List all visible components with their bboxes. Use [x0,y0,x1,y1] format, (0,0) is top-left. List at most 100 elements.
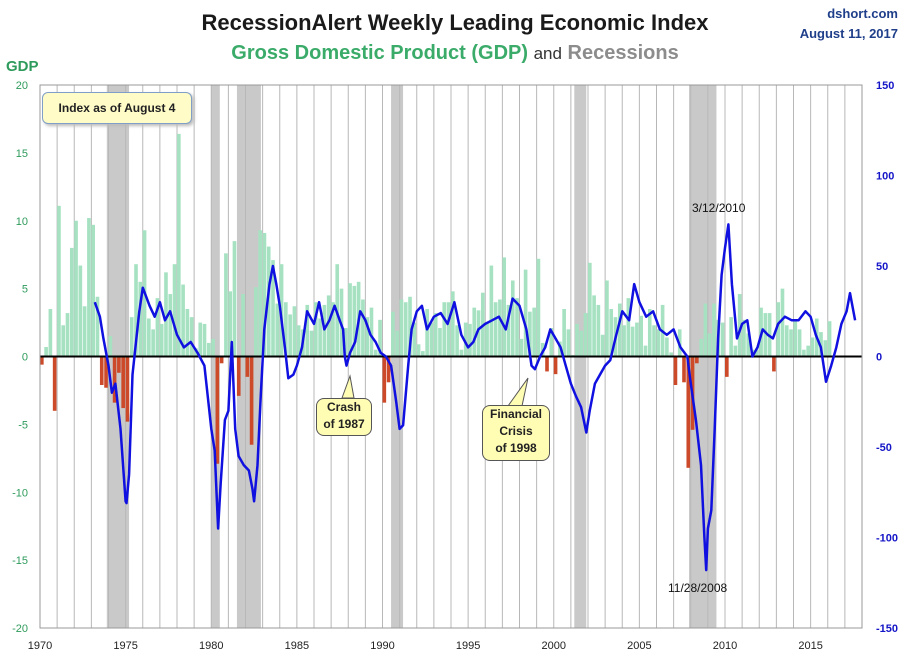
gdp-bar [433,313,438,357]
gdp-bar [583,313,588,357]
gdp-bar [609,308,614,357]
gdp-bar [652,325,656,357]
gdp-bar [575,323,579,357]
gdp-bar [112,356,117,403]
gdp-bar [52,356,57,411]
gdp-bar [369,307,374,357]
left-tick-label: -20 [12,623,28,635]
gdp-bar [309,330,314,357]
gdp-bar [249,356,254,445]
gdp-bar [725,356,729,377]
gdp-bar [416,344,421,357]
left-tick-label: 15 [16,148,28,160]
gdp-bar [630,326,635,357]
gdp-bar [382,356,387,403]
gdp-bar [121,356,125,409]
gdp-bar [622,325,626,357]
gdp-bar [82,306,87,357]
x-tick-label: 1980 [199,640,223,652]
peak-label: 3/12/2010 [692,201,746,215]
gdp-bar [61,325,66,357]
gdp-bar [57,205,61,357]
gdp-bar [746,333,751,357]
left-tick-label: 0 [22,352,28,364]
x-tick-label: 2000 [542,640,566,652]
gdp-bar [271,260,275,357]
gdp-bar [451,291,455,357]
x-tick-label: 1985 [285,640,309,652]
gdp-bar [185,308,190,357]
gdp-bar [198,322,203,357]
gdp-bar [780,288,785,357]
crash-1987-callout: Crash of 1987 [316,398,372,436]
gdp-bar [566,329,571,357]
source-credit: dshort.com [827,6,898,21]
gdp-bar [215,356,220,464]
gdp-bar [592,295,596,357]
gdp-bar [502,257,507,357]
gdp-bar [459,349,464,357]
left-tick-label: 10 [16,216,28,228]
plot-border [39,84,863,629]
gdp-bar [326,295,331,357]
gdp-bar [647,308,652,357]
gdp-bar [87,218,91,357]
gdp-bar [228,291,233,357]
gdp-bar [99,356,104,386]
x-tick-label: 1975 [113,640,137,652]
gdp-bar [151,329,155,357]
gdp-bar [44,346,48,357]
gdp-bar [485,322,489,357]
gdp-bar [361,299,365,357]
gdp-bar [695,356,699,364]
gdp-bar [284,302,288,357]
right-tick-label: -100 [876,533,898,545]
gdp-bar [600,334,605,357]
gdp-bar [549,327,554,357]
gdp-bar [224,253,228,357]
gdp-bar [318,318,322,357]
gdp-bar [772,356,776,372]
gdp-bar [712,303,716,357]
gdp-bar [656,329,661,357]
gdp-bar [331,302,335,357]
chart-title: RecessionAlert Weekly Leading Economic I… [201,10,709,35]
left-tick-label: 20 [16,80,28,92]
gdp-bar [211,338,215,357]
gdp-bar [314,302,318,357]
gdp-bar [236,356,241,396]
gdp-bar [391,311,395,357]
gdp-bar [322,304,327,357]
gdp-bar [412,322,417,357]
publish-date: August 11, 2017 [799,26,898,41]
gdp-bar [476,310,481,357]
gdp-bar [498,299,502,357]
gdp-bar [673,356,678,386]
gdp-bar [446,302,451,357]
right-tick-label: -150 [876,623,898,635]
gdp-bar [429,322,434,357]
gdp-bar [532,307,536,357]
gdp-bar [806,345,810,357]
gdp-bar [352,285,357,357]
gdp-bar [365,317,370,357]
gdp-bar [74,220,78,357]
gdp-bar [189,317,194,357]
gdp-bar [399,299,404,357]
gdp-bar [493,302,498,357]
gdp-bar [177,133,181,357]
gdp-bar [754,349,759,357]
right-tick-label: -50 [876,442,892,454]
gdp-bar [378,319,382,357]
gdp-bar [438,327,442,357]
gdp-bar [489,265,494,357]
right-tick-label: 100 [876,171,894,183]
gdp-bar [134,264,138,357]
gdp-bar [776,302,781,357]
crisis-line2: Crisis [499,424,533,438]
gdp-bar [48,308,53,357]
index-line [93,223,857,572]
gdp-bar [562,308,566,357]
gdp-bar [523,269,528,357]
gdp-bar [635,322,639,357]
